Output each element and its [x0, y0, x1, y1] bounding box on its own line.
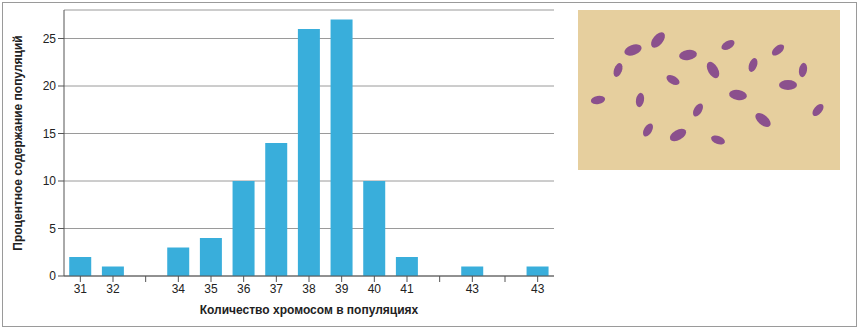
svg-text:Количество хромосом в популяци: Количество хромосом в популяциях [200, 303, 419, 317]
svg-text:39: 39 [335, 282, 349, 296]
svg-text:0: 0 [49, 269, 56, 283]
svg-text:25: 25 [43, 32, 57, 46]
svg-text:34: 34 [172, 282, 186, 296]
svg-text:31: 31 [74, 282, 88, 296]
svg-text:10: 10 [43, 174, 57, 188]
svg-text:41: 41 [400, 282, 414, 296]
svg-text:20: 20 [43, 79, 57, 93]
svg-text:15: 15 [43, 127, 57, 141]
svg-text:38: 38 [302, 282, 316, 296]
svg-text:32: 32 [106, 282, 120, 296]
svg-text:43: 43 [531, 282, 545, 296]
svg-text:37: 37 [270, 282, 284, 296]
svg-text:43: 43 [466, 282, 480, 296]
svg-text:35: 35 [204, 282, 218, 296]
svg-text:Процентное содержание популяци: Процентное содержание популяций [11, 35, 25, 250]
svg-text:5: 5 [49, 222, 56, 236]
svg-text:36: 36 [237, 282, 251, 296]
svg-text:40: 40 [368, 282, 382, 296]
